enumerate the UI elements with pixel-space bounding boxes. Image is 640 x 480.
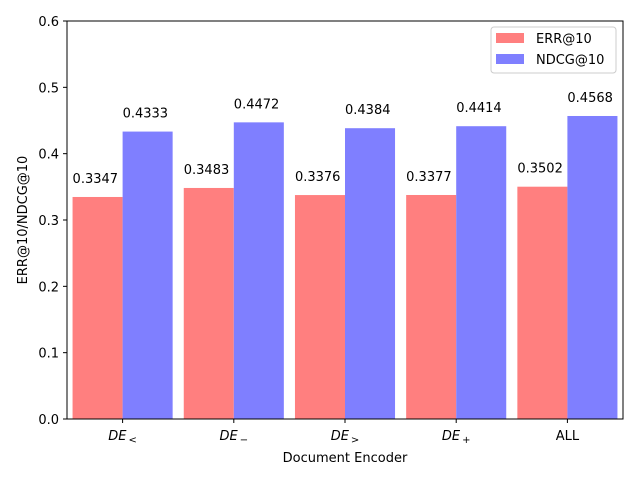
data-label-ndcg-4: 0.4568 [567, 91, 613, 106]
x-tick-label-2: DE > [331, 429, 360, 446]
bars-group [72, 115, 618, 420]
legend-label-err: ERR@10 [536, 32, 592, 47]
y-axis: 0.0 0.1 0.2 0.3 0.4 0.5 0.6 [38, 15, 67, 428]
data-label-err-4: 0.3502 [517, 162, 563, 177]
y-axis-label: ERR@10/NDCG@10 [16, 156, 31, 285]
legend-label-ndcg: NDCG@10 [536, 53, 604, 68]
data-label-ndcg-0: 0.4333 [123, 107, 169, 122]
bar-ndcg-0 [122, 131, 173, 419]
x-tick-label-main-1: DE [219, 429, 238, 444]
y-tick-label-2: 0.2 [38, 280, 59, 295]
data-label-err-2: 0.3376 [295, 170, 341, 185]
x-tick-label-3: DE + [442, 429, 471, 446]
bar-err-4 [517, 186, 568, 419]
x-axis: DE < DE − DE > DE + ALL [108, 419, 580, 446]
data-label-err-3: 0.3377 [406, 170, 452, 185]
y-tick-label-1: 0.1 [38, 347, 59, 362]
x-tick-label-sub-0: < [129, 435, 137, 446]
y-tick-label-4: 0.4 [38, 148, 59, 163]
x-tick-label-sub-2: > [351, 435, 359, 446]
data-label-err-1: 0.3483 [184, 163, 230, 178]
x-tick-label-sub-3: + [462, 435, 470, 446]
x-tick-label-4: ALL [556, 429, 580, 444]
data-label-ndcg-1: 0.4472 [234, 97, 279, 112]
bar-err-2 [294, 195, 345, 419]
x-tick-label-1: DE − [219, 429, 248, 446]
x-tick-label-main-3: DE [442, 429, 461, 444]
bar-ndcg-3 [456, 126, 507, 420]
x-axis-label: Document Encoder [283, 451, 408, 466]
data-labels-group: 0.3347 0.3483 0.3376 0.3377 0.3502 0.4333 0.44… [73, 91, 613, 187]
x-tick-label-0: DE < [108, 429, 137, 446]
legend: ERR@10 NDCG@10 [490, 26, 617, 74]
y-tick-label-5: 0.5 [38, 81, 59, 96]
bar-ndcg-2 [345, 128, 396, 419]
data-label-ndcg-2: 0.4384 [345, 103, 391, 118]
bar-err-1 [183, 187, 234, 419]
data-label-err-0: 0.3347 [73, 172, 119, 187]
bar-err-3 [406, 194, 457, 419]
bar-ndcg-1 [233, 122, 284, 419]
bar-ndcg-4 [567, 115, 618, 420]
legend-swatch-ndcg [496, 54, 524, 64]
x-tick-label-main-0: DE [108, 429, 127, 444]
y-tick-label-0: 0.0 [38, 413, 59, 428]
data-label-ndcg-3: 0.4414 [456, 101, 502, 116]
legend-swatch-err [496, 33, 524, 43]
x-tick-label-sub-1: − [240, 435, 248, 446]
x-tick-label-main-2: DE [331, 429, 350, 444]
bar-err-0 [72, 196, 123, 419]
y-tick-label-3: 0.3 [38, 214, 59, 229]
y-tick-label-6: 0.6 [38, 15, 59, 30]
x-tick-label-main-4: ALL [556, 429, 580, 444]
